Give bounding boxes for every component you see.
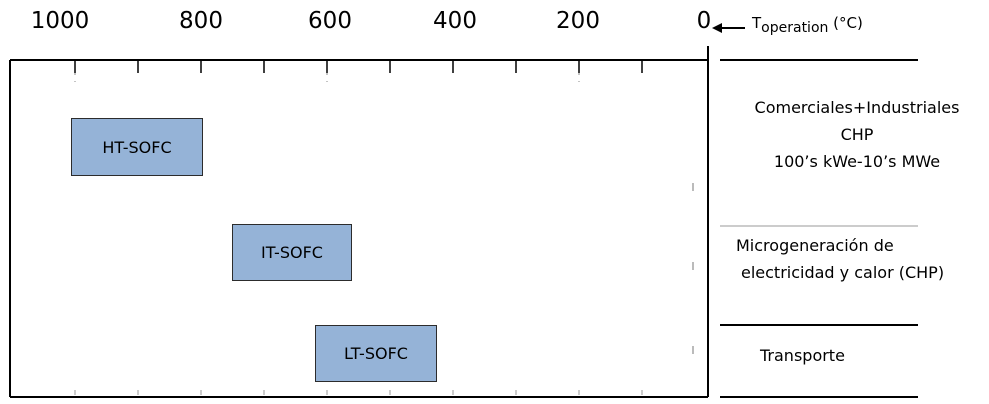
it-sofc-box: IT-SOFC — [232, 224, 352, 281]
application-line: Microgeneración de — [736, 236, 894, 255]
temperature-label-main: T — [752, 14, 762, 32]
tick-label: 200 — [556, 8, 600, 34]
application-transport: Transporte — [760, 342, 960, 369]
tick-label: 0 — [696, 8, 712, 34]
application-line: electricidad y calor (CHP) — [741, 263, 945, 282]
application-commercial-industrial: Comerciales+Industriales CHP 100’s kWe-1… — [730, 94, 984, 175]
application-microgeneration: Microgeneración de electricidad y calor … — [735, 232, 985, 286]
tick-dots — [74, 73, 580, 82]
tick-label: 1000 — [30, 8, 90, 34]
application-line: 100’s kWe-10’s MWe — [773, 152, 941, 171]
application-line: Comerciales+Industriales — [754, 98, 960, 117]
application-line: CHP — [840, 125, 874, 144]
temperature-label-unit: (°C) — [828, 14, 863, 32]
tick-label: 400 — [433, 8, 477, 34]
ht-sofc-label: HT-SOFC — [102, 137, 172, 157]
axis-ticks — [74, 60, 643, 73]
temperature-label-sub: operation — [761, 20, 829, 36]
ht-sofc-box: HT-SOFC — [71, 118, 203, 176]
lt-sofc-label: LT-SOFC — [344, 344, 408, 363]
application-line: Transporte — [760, 346, 845, 365]
bottom-ticks — [74, 390, 643, 395]
it-sofc-label: IT-SOFC — [261, 243, 323, 262]
temperature-axis-label: Toperation (°C) — [752, 14, 863, 36]
lt-sofc-box: LT-SOFC — [315, 325, 437, 382]
tick-label: 600 — [308, 8, 352, 34]
arrow-left-icon — [712, 23, 745, 33]
tick-label: 800 — [179, 8, 223, 34]
